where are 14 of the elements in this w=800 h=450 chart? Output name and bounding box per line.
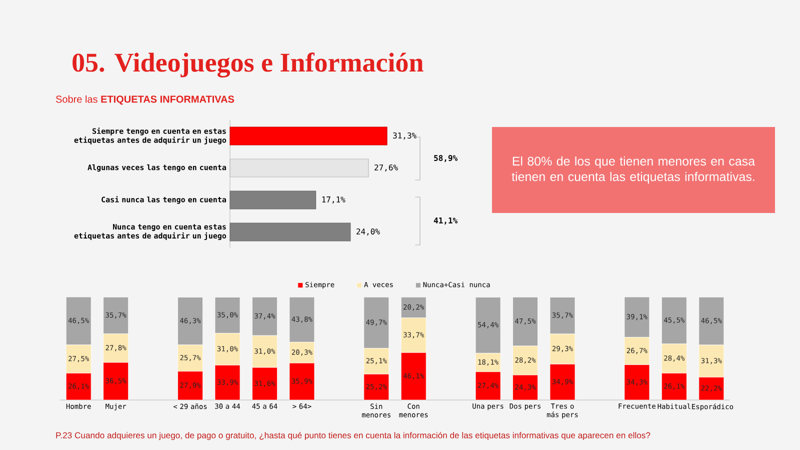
data-label: 17,1%	[322, 196, 346, 204]
data-label: 24,0%	[356, 228, 380, 236]
data-label: 31,3%	[393, 132, 416, 140]
text: 58,9%	[434, 154, 458, 162]
bar	[230, 222, 351, 242]
text: El 80% de los que tienen menores en casa tienen en cuenta las etiquetas informativas.	[512, 156, 756, 184]
text: P.23 Cuando adquieres un juego, de pago o gratuito, ¿hasta qué punto tienes en cuenta la información de las etiquetas informativas que aparecen en ellos?	[56, 432, 650, 440]
text: Sobre las ETIQUETAS INFORMATIVAS	[56, 95, 234, 105]
data-label: 27,6%	[374, 164, 398, 172]
bar	[230, 190, 316, 210]
bar	[230, 158, 369, 178]
chart-title: 05. Videojuegos e Información	[72, 52, 424, 78]
bar	[230, 126, 388, 146]
text: 41,1%	[434, 218, 458, 224]
